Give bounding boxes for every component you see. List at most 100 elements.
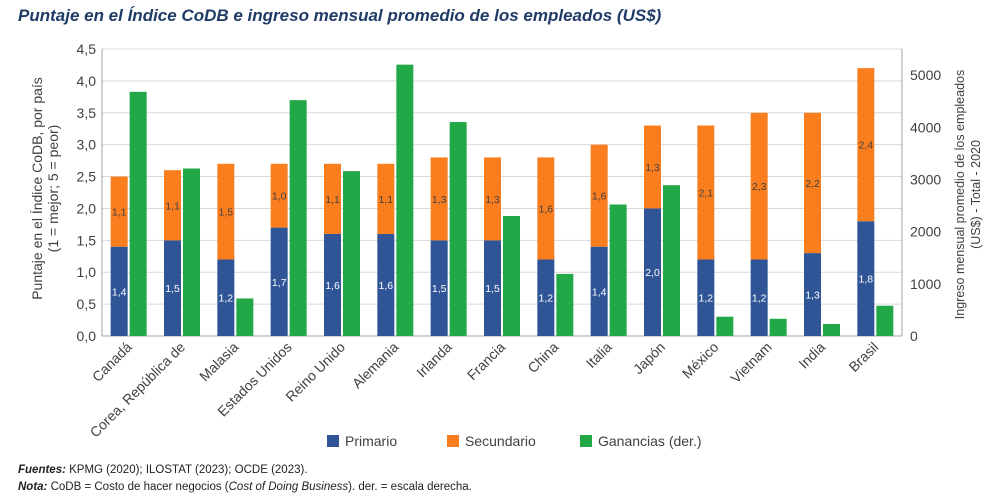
chart-title: Puntaje en el Índice CoDB e ingreso mens… [18,6,662,25]
data-label-secundario: 1,1 [325,194,340,206]
bar-secundario [377,163,395,234]
bar-primario [324,233,341,336]
bar-primario [164,240,181,336]
bar-ganancias [343,171,360,336]
x-tick-label: India [795,339,828,372]
note-text-italic: Cost of Doing Business [228,481,349,493]
y-tick-label: 3,5 [77,105,97,121]
data-label-secundario: 1,3 [645,162,660,174]
bar-secundario [537,157,555,260]
sources-line: Fuentes: KPMG (2020); ILOSTAT (2023); OC… [18,462,472,479]
y2-tick-label: 5000 [910,67,941,83]
bar-ganancias [556,273,574,336]
y-axis-title-line1: Puntaje en el Índice CoDB, por país [29,77,45,300]
x-tick-label: Corea, República de [87,339,189,441]
y-tick-label: 1,0 [77,264,97,280]
y-tick-label: 2,0 [77,200,97,216]
bar-ganancias [236,298,254,336]
bar-secundario [750,112,768,260]
y2-tick-label: 0 [910,328,918,344]
legend-label: Ganancias (der.) [598,433,702,449]
legend-label: Secundario [465,433,536,449]
x-tick-label: Irlanda [413,339,455,381]
x-tick-label: Francia [464,339,508,383]
bar-secundario [430,157,448,241]
x-tick-label: Brasil [845,339,881,375]
data-label-primario: 1,2 [699,293,714,305]
data-label-secundario: 2,4 [859,140,874,152]
note-line: Nota: CoDB = Costo de hacer negocios (Co… [18,479,472,496]
data-label-secundario: 1,1 [112,207,127,219]
x-tick-label: Japón [630,339,668,377]
bar-primario [270,227,288,336]
x-tick-label: Canadá [89,339,135,385]
bar-ganancias [609,204,627,336]
data-label-primario: 1,2 [752,293,767,305]
bar-primario [430,240,448,336]
data-label-primario: 1,4 [112,286,127,298]
sources-label: Fuentes: [18,464,66,476]
bar-secundario [110,176,128,247]
data-label-primario: 1,5 [432,283,447,295]
footnotes: Fuentes: KPMG (2020); ILOSTAT (2023); OC… [18,462,472,496]
bar-ganancias [129,91,147,336]
y-axis-title-line2: (1 = mejor; 5 = peor) [45,125,61,253]
y2-tick-label: 2000 [910,224,941,240]
bar-primario [697,259,715,336]
y-tick-label: 0,5 [77,296,97,312]
y-tick-label: 1,5 [77,232,97,248]
y-tick-label: 2,5 [77,169,97,185]
note-label: Nota: [18,481,48,493]
bar-primario [110,246,128,336]
data-label-primario: 1,5 [485,283,500,295]
x-tick-label: México [679,339,722,382]
bar-secundario [324,163,341,234]
data-label-primario: 1,6 [379,280,394,292]
y-tick-label: 4,0 [77,73,97,89]
data-label-primario: 1,5 [165,283,180,295]
y2-axis-title-line1: Ingreso mensual promedio de los empleado… [953,70,967,319]
bar-primario [590,246,608,336]
y2-tick-label: 3000 [910,171,941,187]
data-label-secundario: 1,6 [592,191,607,203]
bar-primario [537,259,555,336]
data-label-secundario: 1,3 [485,194,500,206]
x-tick-label: Alemania [349,339,402,392]
bar-secundario [164,170,181,241]
bar-secundario [644,125,661,209]
y2-axis-title-line2: (US$) - Total - 2020 [969,140,983,249]
bar-ganancias [183,168,200,336]
data-label-primario: 2,0 [645,267,660,279]
y2-tick-label: 1000 [910,276,941,292]
data-label-primario: 1,7 [272,277,287,289]
y-tick-label: 3,0 [77,137,97,153]
data-label-primario: 1,4 [592,286,607,298]
bar-secundario [857,68,875,222]
data-label-secundario: 1,0 [272,191,287,203]
note-text: CoDB = Costo de hacer negocios ( [50,481,229,493]
bar-primario [644,208,661,336]
x-tick-label: Italia [583,339,615,371]
bar-ganancias [769,318,787,336]
bar-secundario [270,163,288,228]
data-label-secundario: 1,1 [165,200,180,212]
legend-swatch [327,435,339,447]
data-label-secundario: 2,3 [752,181,767,193]
bar-primario [804,253,821,336]
bar-primario [217,259,235,336]
bar-primario [857,221,875,336]
data-label-secundario: 1,5 [219,207,234,219]
legend-swatch [580,435,592,447]
x-tick-label: Malasia [196,339,242,385]
sources-text: KPMG (2020); ILOSTAT (2023); OCDE (2023)… [69,464,308,476]
legend-swatch [447,435,459,447]
x-tick-label: Vietnam [727,339,774,386]
data-label-secundario: 1,1 [379,194,394,206]
bar-ganancias [503,215,520,336]
data-label-primario: 1,3 [805,290,820,302]
legend-label: Primario [345,433,397,449]
data-label-primario: 1,6 [325,280,340,292]
data-label-secundario: 1,3 [432,194,447,206]
bar-ganancias [396,64,414,337]
